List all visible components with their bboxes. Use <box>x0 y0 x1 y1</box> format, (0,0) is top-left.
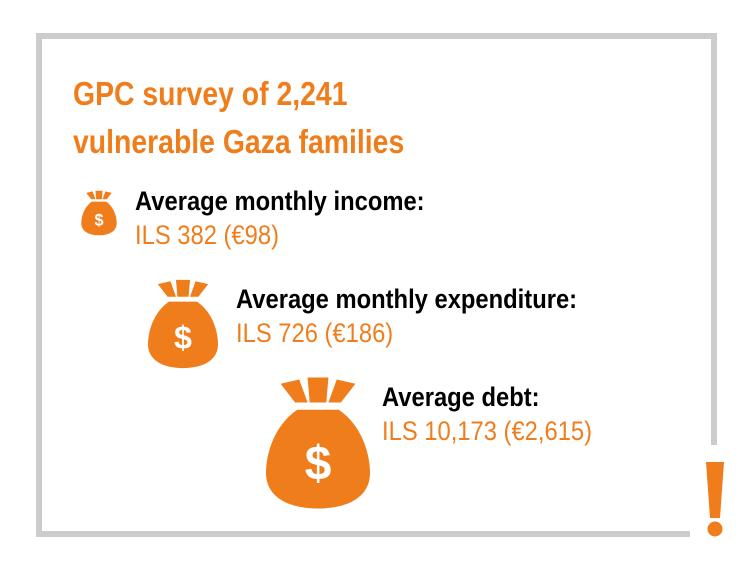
stat-value: ILS 10,173 (€2,615) <box>382 416 593 446</box>
money-bag-icon: $ <box>266 377 370 509</box>
money-bag-icon: $ <box>148 279 218 369</box>
title-line-2: vulnerable Gaza families <box>73 123 405 160</box>
stat-debt: Average debt: ILS 10,173 (€2,615) <box>382 380 621 448</box>
stat-label: Average monthly income: <box>135 186 425 216</box>
svg-text:$: $ <box>94 211 103 229</box>
svg-text:$: $ <box>174 320 192 356</box>
stat-label: Average monthly expenditure: <box>236 284 578 314</box>
title-line-1: GPC survey of 2,241 <box>73 75 348 112</box>
stat-value: ILS 382 (€98) <box>135 220 279 250</box>
stat-income: Average monthly income: ILS 382 (€98) <box>135 184 464 252</box>
stat-expenditure: Average monthly expenditure: ILS 726 (€1… <box>236 282 624 350</box>
stat-value: ILS 726 (€186) <box>236 318 394 348</box>
exclamation-icon <box>706 462 724 537</box>
svg-text:$: $ <box>305 437 332 490</box>
page-title: GPC survey of 2,241 vulnerable Gaza fami… <box>73 70 404 166</box>
money-bag-icon: $ <box>81 190 117 236</box>
stat-label: Average debt: <box>382 382 540 412</box>
